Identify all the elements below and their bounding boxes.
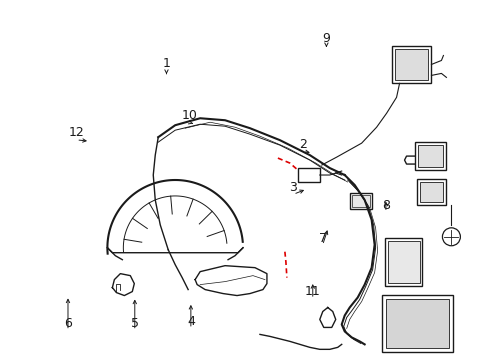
- Text: 12: 12: [68, 126, 84, 139]
- Bar: [351, 195, 369, 207]
- Text: 2: 2: [299, 138, 306, 150]
- Bar: [414, 142, 446, 170]
- Polygon shape: [112, 274, 134, 296]
- Text: 8: 8: [381, 199, 389, 212]
- Polygon shape: [195, 266, 266, 296]
- Text: 3: 3: [289, 181, 297, 194]
- Bar: [384, 238, 422, 285]
- Text: 9: 9: [322, 32, 330, 45]
- Bar: [391, 45, 430, 84]
- Bar: [416, 179, 446, 205]
- Text: 6: 6: [64, 317, 72, 330]
- Text: 5: 5: [130, 317, 139, 330]
- Bar: [394, 49, 427, 80]
- Text: 1: 1: [162, 57, 170, 70]
- Text: 4: 4: [186, 315, 194, 328]
- Bar: [419, 182, 443, 202]
- Text: 11: 11: [304, 285, 320, 298]
- Text: 10: 10: [182, 109, 198, 122]
- Ellipse shape: [442, 228, 459, 246]
- Bar: [387, 241, 419, 283]
- Bar: [297, 168, 319, 182]
- Bar: [349, 193, 371, 209]
- Bar: [381, 294, 452, 352]
- Bar: [417, 145, 443, 167]
- Bar: [385, 298, 448, 348]
- Text: 7: 7: [318, 231, 326, 244]
